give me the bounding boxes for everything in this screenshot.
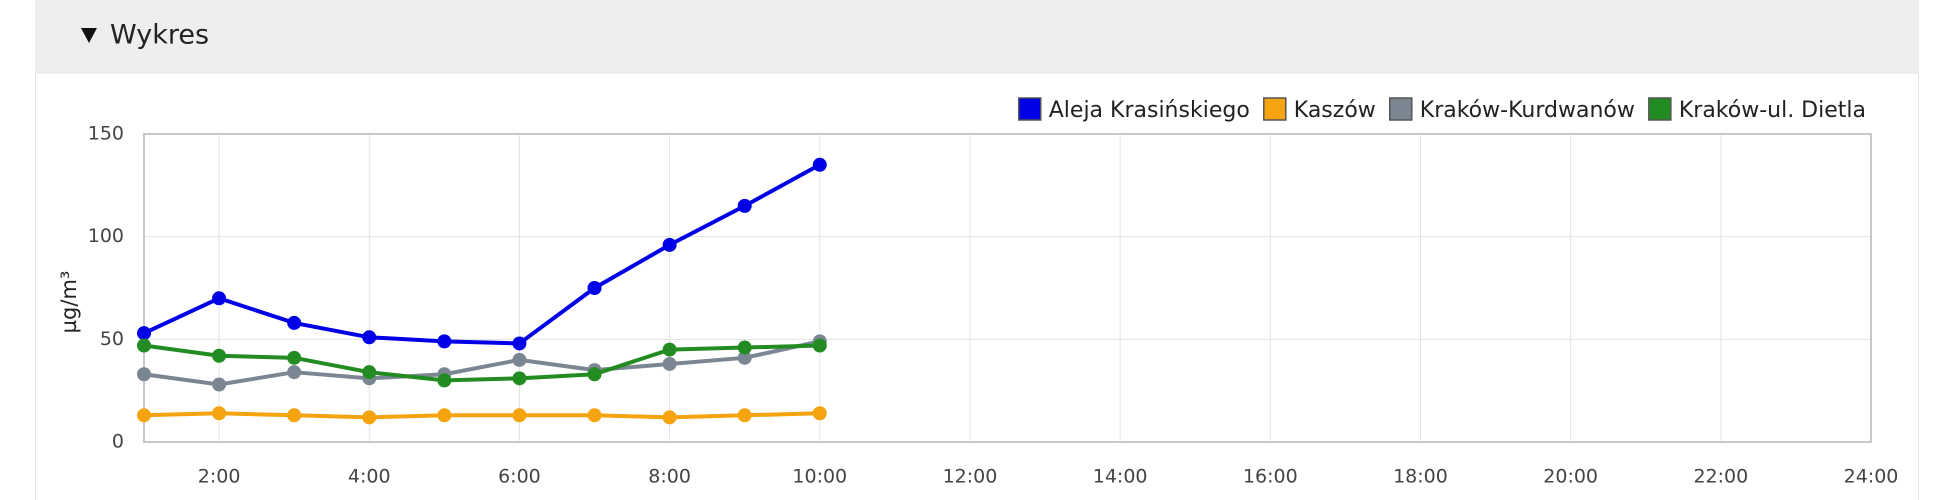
header-title[interactable]: Wykres xyxy=(110,20,209,51)
legend-swatch xyxy=(1389,97,1413,121)
legend-label: Kaszów xyxy=(1294,98,1376,123)
data-point xyxy=(737,408,752,423)
x-tick-label: 10:00 xyxy=(792,466,847,488)
y-axis-label: µg/m³ xyxy=(57,271,81,334)
data-point xyxy=(737,350,752,365)
data-point xyxy=(212,291,227,306)
data-point xyxy=(662,237,677,252)
data-point xyxy=(812,338,827,353)
legend-swatch xyxy=(1648,97,1672,121)
data-point xyxy=(362,410,377,425)
data-point xyxy=(662,356,677,371)
data-point xyxy=(137,408,151,423)
data-point xyxy=(212,348,227,363)
data-point xyxy=(137,338,151,353)
y-tick-label: 50 xyxy=(100,328,124,350)
panel xyxy=(35,72,1919,500)
plot-border xyxy=(143,133,1872,443)
legend-label: Aleja Krasińskiego xyxy=(1049,98,1250,123)
x-tick-label: 14:00 xyxy=(1093,466,1148,488)
data-point xyxy=(287,408,302,423)
x-tick-label: 16:00 xyxy=(1243,466,1298,488)
data-point xyxy=(812,406,827,421)
x-tick-label: 18:00 xyxy=(1393,466,1448,488)
header-band xyxy=(35,0,1919,73)
x-tick-label: 12:00 xyxy=(943,466,998,488)
data-point xyxy=(737,198,752,213)
data-point xyxy=(137,367,151,382)
x-tick-label: 4:00 xyxy=(348,466,391,488)
data-point xyxy=(587,281,602,295)
x-tick-label: 24:00 xyxy=(1844,466,1899,488)
data-point xyxy=(812,157,827,172)
x-tick-label: 8:00 xyxy=(648,466,691,488)
data-point xyxy=(212,377,227,392)
data-point xyxy=(437,408,452,423)
legend-label: Kraków-Kurdwanów xyxy=(1420,98,1635,123)
data-point xyxy=(137,326,151,341)
y-tick-label: 150 xyxy=(88,123,124,145)
data-point xyxy=(212,406,227,421)
data-point xyxy=(512,352,527,367)
legend-swatch xyxy=(1263,97,1287,121)
collapse-icon[interactable] xyxy=(81,28,97,43)
data-point xyxy=(287,315,302,330)
series-line xyxy=(143,339,821,387)
data-point xyxy=(737,340,752,355)
series-line xyxy=(143,411,820,420)
data-point xyxy=(512,336,527,351)
y-tick-label: 100 xyxy=(88,225,124,247)
data-point xyxy=(512,408,527,423)
data-point xyxy=(362,330,377,345)
x-tick-label: 6:00 xyxy=(498,466,541,488)
data-point xyxy=(437,373,452,388)
x-tick-label: 20:00 xyxy=(1543,466,1598,488)
data-point xyxy=(662,410,677,425)
data-point xyxy=(662,342,677,357)
data-point xyxy=(512,371,527,386)
data-point xyxy=(587,367,602,382)
legend-swatch xyxy=(1018,97,1042,121)
data-point xyxy=(287,365,302,380)
x-tick-label: 2:00 xyxy=(198,466,241,488)
y-tick-label: 0 xyxy=(112,431,124,453)
data-point xyxy=(437,334,452,349)
series-line xyxy=(143,343,820,383)
series-line xyxy=(143,163,821,346)
data-point xyxy=(587,408,602,423)
data-point xyxy=(287,350,302,365)
legend-label: Kraków-ul. Dietla xyxy=(1679,98,1866,123)
data-point xyxy=(362,365,377,380)
x-tick-label: 22:00 xyxy=(1693,466,1748,488)
